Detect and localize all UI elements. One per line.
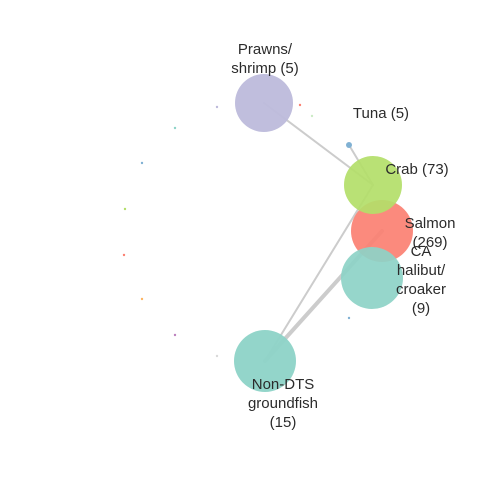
node-nondts <box>234 330 296 392</box>
minor-node <box>140 161 144 165</box>
node-label-line: Non-DTS <box>252 376 315 393</box>
node-label-line: Salmon <box>405 215 456 232</box>
node-label-line: Prawns/ <box>238 41 293 58</box>
label-layer: Prawns/shrimp (5) Tuna (5) Crab (73) Salmon… <box>231 41 455 431</box>
minor-node <box>173 333 177 337</box>
node-salmon <box>351 200 413 262</box>
minor-node <box>140 297 144 301</box>
node-layer <box>234 74 413 392</box>
node-label-line: groundfish <box>248 395 318 412</box>
node-tuna <box>346 142 352 148</box>
node-label-prawns: Prawns/shrimp (5) <box>231 41 299 77</box>
node-label-line: Tuna (5) <box>353 105 409 122</box>
node-label-line: halibut/ <box>397 262 446 279</box>
node-label-nondts: Non-DTS groundfish (15) <box>248 376 318 431</box>
node-label-line: (9) <box>412 300 430 317</box>
node-label-line: shrimp (5) <box>231 60 299 77</box>
node-label-line: CA <box>411 243 432 260</box>
minor-node <box>347 316 351 320</box>
node-label-halibut: CA halibut/croaker (9) <box>396 243 446 317</box>
node-label-line: croaker <box>396 281 446 298</box>
node-halibut <box>341 247 403 309</box>
node-label-line: Crab (73) <box>385 161 448 178</box>
node-label-tuna: Tuna (5) <box>353 105 409 122</box>
minor-node <box>215 105 219 109</box>
node-label-line: (269) <box>412 234 447 251</box>
edge-nondts-crab <box>264 184 374 362</box>
node-label-salmon: Salmon (269) <box>405 215 456 251</box>
minor-node <box>298 103 302 107</box>
minor-node <box>310 114 314 118</box>
minor-node-layer <box>122 103 351 358</box>
node-crab <box>344 156 402 214</box>
minor-node <box>215 354 219 358</box>
node-label-crab: Crab (73) <box>385 161 448 178</box>
minor-node <box>173 126 177 130</box>
minor-node <box>123 207 127 211</box>
node-prawns <box>235 74 293 132</box>
minor-node <box>122 253 126 257</box>
node-label-line: (15) <box>270 414 297 431</box>
